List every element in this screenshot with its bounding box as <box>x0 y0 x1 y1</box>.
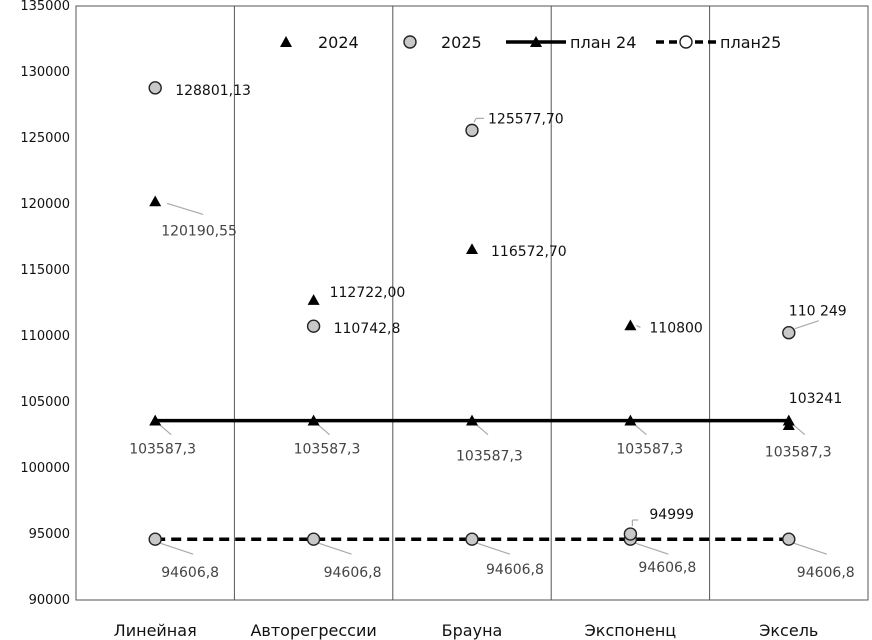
data-label-2024: 112722,00 <box>330 285 406 301</box>
x-category-label: Экспоненц <box>585 621 677 640</box>
data-point-2025 <box>148 81 162 95</box>
data-point-2025 <box>465 123 479 138</box>
legend-label: 2025 <box>441 33 482 52</box>
data-label-plan24: 103587,3 <box>129 442 196 458</box>
label-leader-line <box>793 542 827 555</box>
y-tick-label: 95000 <box>29 527 70 542</box>
y-tick-label: 100000 <box>20 461 70 476</box>
legend-label: план 24 <box>570 33 636 52</box>
legend-circle-marker <box>679 35 693 49</box>
data-label-2024: 110800 <box>649 320 702 336</box>
x-category-label: Эксель <box>759 621 818 640</box>
legend-label: 2024 <box>318 33 359 52</box>
label-leader-line <box>473 118 477 123</box>
data-point-plan24 <box>466 414 478 426</box>
data-label-2024: 103241 <box>789 391 842 407</box>
data-label-2025: 128801,13 <box>175 83 251 99</box>
data-label-2025: 94999 <box>649 507 694 523</box>
data-point-plan24 <box>149 414 162 426</box>
legend-label: план25 <box>720 33 781 52</box>
y-tick-label: 135000 <box>20 0 70 14</box>
data-label-2025: 110742,8 <box>334 321 401 337</box>
y-tick-label: 125000 <box>20 131 70 146</box>
label-leader-line <box>318 542 352 555</box>
data-label-2025: 125577,70 <box>488 111 564 127</box>
label-leader-line <box>167 202 204 216</box>
data-point-plan24 <box>624 414 637 426</box>
data-point-plan24 <box>307 414 320 426</box>
y-tick-label: 105000 <box>20 395 70 410</box>
data-label-plan24: 103587,3 <box>456 449 523 465</box>
legend-triangle-marker <box>530 36 542 47</box>
label-leader-line <box>635 542 669 555</box>
y-tick-label: 120000 <box>20 197 70 212</box>
data-label-2024: 116572,70 <box>491 244 567 260</box>
data-point-2025 <box>782 326 796 340</box>
data-label-plan24: 103587,3 <box>294 442 361 458</box>
plot-area <box>75 5 869 601</box>
data-point-2024 <box>466 243 478 255</box>
x-category-label: Авторегрессии <box>250 621 376 640</box>
data-label-plan25: 94606,8 <box>324 565 382 581</box>
data-label-plan25: 94606,8 <box>161 565 219 581</box>
x-category-label: Линейная <box>114 621 197 640</box>
y-tick-label: 110000 <box>20 329 70 344</box>
data-label-2025: 110 249 <box>789 304 847 320</box>
data-label-2024: 120190,55 <box>161 223 237 239</box>
data-label-plan25: 94606,8 <box>486 562 544 578</box>
y-tick-label: 90000 <box>29 593 70 608</box>
x-category-label: Брауна <box>442 621 503 640</box>
data-label-plan25: 94606,8 <box>638 560 696 576</box>
data-point-plan25 <box>148 532 162 546</box>
y-tick-label: 115000 <box>20 263 70 278</box>
legend-triangle-marker <box>280 36 292 47</box>
label-leader-line <box>476 542 511 555</box>
data-point-plan25 <box>465 532 479 546</box>
data-label-plan25: 94606,8 <box>797 565 855 581</box>
data-label-plan24: 103587,3 <box>616 442 683 458</box>
data-point-2025 <box>306 319 321 333</box>
data-point-2025 <box>623 527 638 541</box>
y-tick-label: 130000 <box>20 65 70 80</box>
data-point-plan25 <box>306 532 321 546</box>
label-leader-line <box>794 320 819 330</box>
data-point-2024 <box>782 419 795 431</box>
data-point-2024 <box>149 195 162 207</box>
legend: 2024 2025 план 24 план25 <box>280 33 781 52</box>
label-leader-line <box>160 542 194 555</box>
label-leader-line <box>636 324 641 328</box>
data-label-plan24: 103587,3 <box>765 445 832 461</box>
data-point-plan25 <box>782 532 796 546</box>
data-point-2024 <box>307 294 320 305</box>
legend-circle-marker <box>403 35 417 49</box>
data-point-2024 <box>624 319 637 331</box>
